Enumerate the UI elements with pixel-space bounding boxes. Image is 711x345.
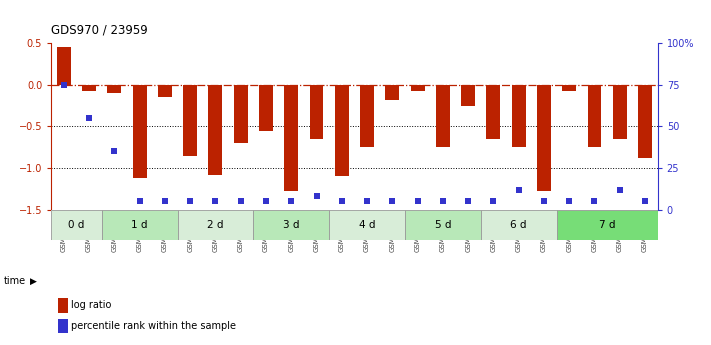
Point <box>387 199 398 204</box>
Bar <box>82 85 96 91</box>
Point <box>58 82 70 88</box>
Text: 1 d: 1 d <box>132 220 148 230</box>
Bar <box>638 85 652 158</box>
Point <box>437 199 449 204</box>
Point <box>210 199 221 204</box>
Point <box>639 199 651 204</box>
Bar <box>158 85 172 97</box>
Bar <box>385 85 400 100</box>
Point <box>614 187 626 193</box>
Point <box>159 199 171 204</box>
Bar <box>107 85 122 93</box>
Text: time: time <box>4 276 26 286</box>
Bar <box>329 210 405 240</box>
Point <box>286 199 297 204</box>
Bar <box>284 85 298 191</box>
Bar <box>537 85 551 191</box>
Bar <box>102 210 178 240</box>
Text: 4 d: 4 d <box>359 220 375 230</box>
Bar <box>411 85 424 91</box>
Point <box>235 199 247 204</box>
Bar <box>183 85 197 156</box>
Bar <box>335 85 349 176</box>
Point <box>260 199 272 204</box>
Text: 5 d: 5 d <box>434 220 451 230</box>
Text: 7 d: 7 d <box>599 220 616 230</box>
Text: 2 d: 2 d <box>207 220 224 230</box>
Point <box>488 199 499 204</box>
Bar <box>178 210 253 240</box>
Text: log ratio: log ratio <box>71 300 112 310</box>
Point <box>513 187 525 193</box>
Text: 6 d: 6 d <box>510 220 527 230</box>
Bar <box>309 85 324 139</box>
Point <box>184 199 196 204</box>
Text: GDS970 / 23959: GDS970 / 23959 <box>51 23 148 36</box>
Bar <box>481 210 557 240</box>
Bar <box>613 85 626 139</box>
Bar <box>557 210 658 240</box>
Bar <box>512 85 525 147</box>
Text: 0 d: 0 d <box>68 220 85 230</box>
Point <box>462 199 474 204</box>
Bar <box>259 85 273 131</box>
Point <box>361 199 373 204</box>
Bar <box>436 85 450 147</box>
Bar <box>562 85 576 91</box>
Point <box>412 199 423 204</box>
Bar <box>461 85 475 106</box>
Text: percentile rank within the sample: percentile rank within the sample <box>71 321 236 331</box>
Point <box>564 199 575 204</box>
Point <box>311 194 322 199</box>
Text: 3 d: 3 d <box>283 220 299 230</box>
Point <box>589 199 600 204</box>
Bar <box>486 85 501 139</box>
Bar <box>587 85 602 147</box>
Bar <box>405 210 481 240</box>
Point <box>336 199 348 204</box>
Point <box>83 115 95 121</box>
Bar <box>57 47 71 85</box>
Point <box>134 199 145 204</box>
Bar <box>51 210 102 240</box>
Point <box>109 149 120 154</box>
Point <box>538 199 550 204</box>
Bar <box>234 85 247 143</box>
Bar <box>133 85 146 178</box>
Bar <box>208 85 223 175</box>
Bar <box>253 210 329 240</box>
Text: ▶: ▶ <box>30 277 37 286</box>
Bar <box>360 85 374 147</box>
